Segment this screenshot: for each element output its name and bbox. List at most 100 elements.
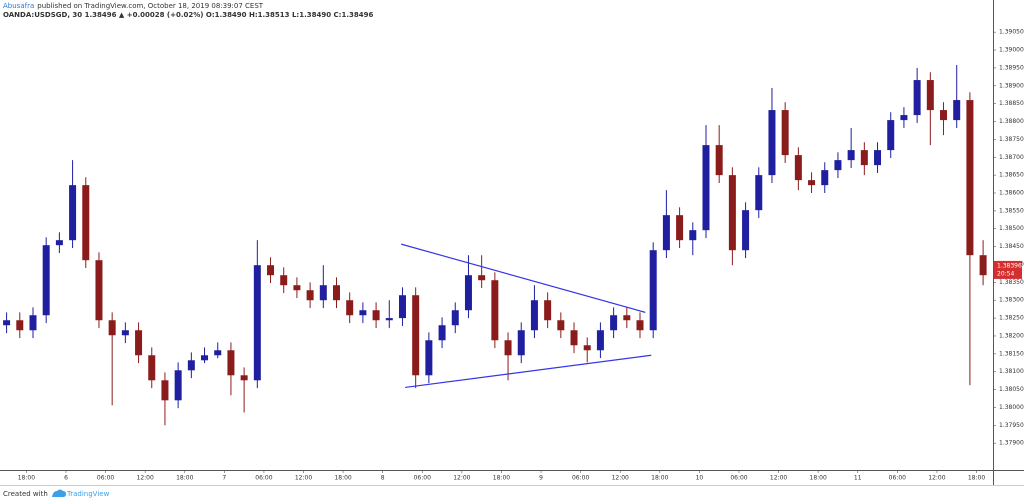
x-tick-label: 10: [696, 475, 704, 482]
x-tick-label: 12:00: [453, 475, 470, 482]
candle-body: [108, 320, 116, 336]
candle-body: [874, 150, 882, 166]
candle-body: [412, 295, 420, 376]
candle-body: [55, 240, 63, 246]
plot: [3, 65, 987, 426]
candle-body: [464, 275, 472, 311]
x-tick-label: 18:00: [18, 475, 35, 482]
candle-body: [135, 330, 143, 356]
x-tick-label: 6: [64, 475, 68, 482]
y-tick-label: 1.37900: [999, 440, 1024, 447]
y-tick-label: 1.38650: [999, 172, 1024, 179]
y-tick-label: 1.38450: [999, 243, 1024, 250]
candle-body: [926, 80, 934, 111]
last-price-label: 1.38396: [997, 262, 1022, 269]
candle-body: [570, 330, 578, 346]
x-tick-label: 06:00: [572, 475, 589, 482]
trendline: [400, 243, 646, 313]
candle-body: [517, 330, 525, 356]
candle-body: [847, 150, 855, 161]
candle-body: [940, 110, 948, 121]
trendline: [405, 354, 652, 389]
x-tick-label: 12:00: [612, 475, 629, 482]
countdown-label: 20:54: [997, 270, 1014, 277]
x-tick-label: 06:00: [414, 475, 431, 482]
candle-body: [319, 285, 327, 301]
symbol-line: OANDA:USDSGD, 30 1.38496 ▲ +0.00028 (+0.…: [3, 11, 373, 19]
candle-body: [742, 210, 750, 251]
candle-body: [95, 260, 103, 321]
candle-body: [372, 310, 380, 321]
candle-body: [121, 330, 129, 336]
candle-body: [610, 315, 618, 331]
candle-body: [227, 350, 235, 376]
author: Abusafra: [3, 2, 34, 10]
y-tick-label: 1.38800: [999, 118, 1024, 125]
candle-body: [293, 285, 301, 291]
candle-body: [214, 350, 222, 356]
candle-body: [900, 115, 908, 121]
candle-body: [623, 315, 631, 321]
x-tick-label: 8: [381, 475, 385, 482]
x-tick-label: 9: [539, 475, 543, 482]
candle-body: [557, 320, 565, 331]
x-tick-label: 18:00: [651, 475, 668, 482]
candle-body: [966, 100, 974, 256]
x-tick-label: 18:00: [968, 475, 985, 482]
candle-body: [808, 180, 816, 186]
candle-body: [662, 215, 670, 251]
candle-body: [306, 290, 314, 301]
x-tick-label: 06:00: [97, 475, 114, 482]
candle-body: [504, 340, 512, 356]
y-tick-label: 1.38100: [999, 368, 1024, 375]
candle-body: [359, 310, 367, 316]
y-tick-label: 1.38850: [999, 100, 1024, 107]
candle-body: [187, 360, 195, 371]
candle-body: [755, 175, 763, 211]
y-tick-label: 1.39000: [999, 47, 1024, 54]
candle-body: [544, 300, 552, 321]
candle-body: [201, 355, 209, 361]
y-tick-label: 1.39050: [999, 29, 1024, 36]
candle-body: [3, 320, 11, 326]
y-tick-label: 1.38050: [999, 386, 1024, 393]
candle-body: [346, 300, 354, 316]
x-tick-label: 18:00: [176, 475, 193, 482]
candle-body: [768, 110, 776, 176]
candle-body: [385, 318, 393, 321]
y-tick-label: 1.38000: [999, 404, 1024, 411]
candle-body: [689, 230, 697, 241]
candle-body: [887, 120, 895, 151]
x-tick-label: 18:00: [810, 475, 827, 482]
candle-body: [253, 265, 261, 381]
y-tick-label: 1.37950: [999, 422, 1024, 429]
x-tick-label: 18:00: [493, 475, 510, 482]
candle-body: [530, 300, 538, 331]
candle-body: [702, 145, 710, 231]
candle-body: [438, 325, 446, 341]
candle-body: [42, 245, 50, 316]
x-tick-label: 06:00: [730, 475, 747, 482]
x-tick-label: 12:00: [137, 475, 154, 482]
footer-text: Created with: [3, 490, 48, 498]
candle-body: [979, 255, 987, 276]
y-tick-label: 1.38950: [999, 64, 1024, 71]
y-tick-label: 1.38700: [999, 154, 1024, 161]
candle-body: [649, 250, 657, 331]
logo-cloud: [52, 489, 66, 497]
x-tick-label: 12:00: [928, 475, 945, 482]
candle-body: [161, 380, 169, 401]
candle-body: [29, 315, 37, 331]
candle-body: [425, 340, 433, 376]
candle-body: [148, 355, 156, 381]
y-tick-label: 1.38150: [999, 350, 1024, 357]
candle-body: [715, 145, 723, 176]
candle-body: [596, 330, 604, 351]
x-tick-label: 18:00: [334, 475, 351, 482]
candle-body: [860, 150, 868, 166]
candle-body: [240, 375, 248, 381]
candle-body: [676, 215, 684, 241]
